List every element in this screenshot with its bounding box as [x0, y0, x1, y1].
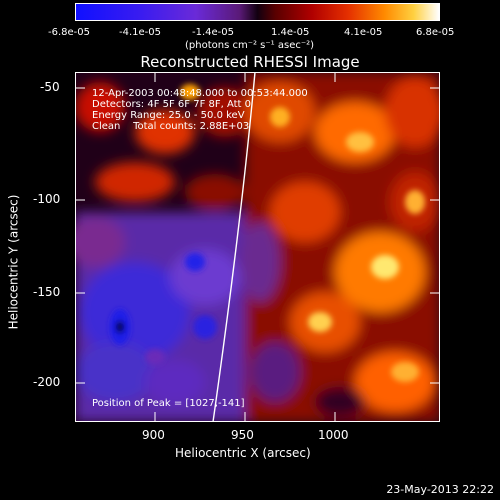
- colorbar: [75, 3, 440, 21]
- x-tick-label: 950: [231, 428, 254, 442]
- colorbar-tick-label: -1.4e-05: [192, 27, 234, 38]
- colorbar-tick-label: -6.8e-05: [48, 27, 90, 38]
- time-range-annotation: 12-Apr-2003 00:48:48.000 to 00:53:44.000: [92, 88, 308, 99]
- generation-date: 23-May-2013 22:22: [386, 483, 494, 496]
- y-axis-label: Heliocentric Y (arcsec): [6, 194, 21, 330]
- colorbar-tick-label: -4.1e-05: [119, 27, 161, 38]
- colorbar-tick-label: 4.1e-05: [344, 27, 383, 38]
- y-tick-label: -200: [33, 375, 61, 389]
- colorbar-tick-label: 1.4e-05: [271, 27, 310, 38]
- rhessi-image-svg: [75, 72, 440, 422]
- rhessi-image: [75, 72, 440, 422]
- x-tick-label: 1000: [318, 428, 349, 442]
- plot-title: Reconstructed RHESSI Image: [140, 53, 360, 71]
- energy-annotation: Energy Range: 25.0 - 50.0 keV: [92, 110, 245, 121]
- detectors-annotation: Detectors: 4F 5F 6F 7F 8F, Att 0: [92, 99, 252, 110]
- colorbar-units: (photons cm⁻² s⁻¹ asec⁻²): [185, 40, 315, 51]
- clean-counts-annotation: Clean Total counts: 2.88E+03: [92, 121, 250, 132]
- x-axis-label: Heliocentric X (arcsec): [175, 446, 311, 460]
- colorbar-tick-label: 6.8e-05: [416, 27, 455, 38]
- y-tick-label: -50: [40, 80, 60, 94]
- peak-position-annotation: Position of Peak = [1027,-141]: [92, 398, 245, 409]
- y-tick-label: -100: [33, 192, 61, 206]
- y-tick-label: -150: [33, 285, 61, 299]
- x-tick-label: 900: [142, 428, 165, 442]
